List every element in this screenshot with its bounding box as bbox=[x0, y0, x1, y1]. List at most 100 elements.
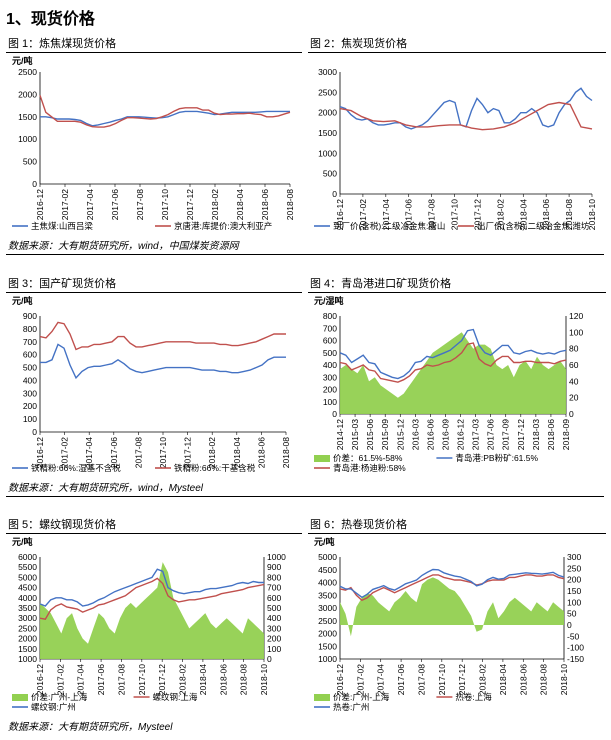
y-tick-label: 0 bbox=[32, 427, 37, 437]
series-line-1 bbox=[39, 577, 265, 620]
x-tick-label: 2017-06 bbox=[96, 664, 106, 695]
x-tick-label: 2018-02 bbox=[210, 189, 220, 220]
y2-tick-label: 0 bbox=[567, 620, 572, 630]
x-tick-label: 2017-08 bbox=[116, 664, 126, 695]
x-tick-label: 2015-09 bbox=[380, 419, 390, 450]
x-tick-label: 2017-12 bbox=[183, 437, 193, 468]
series-line-0 bbox=[40, 343, 286, 380]
x-tick-label: 2017-06 bbox=[404, 199, 414, 230]
x-tick-label: 2017-02 bbox=[55, 664, 65, 695]
x-tick-label: 2018-06 bbox=[218, 664, 228, 695]
chart-qingdao-ore: 元/湿吨 0 100 200 300 400 500 600 700 800 0 20 40 60 80 10… bbox=[314, 295, 583, 473]
x-tick-label: 2017-06 bbox=[396, 664, 406, 695]
y-tick-label: 2500 bbox=[318, 616, 337, 626]
y-tick-label: 2500 bbox=[18, 67, 37, 77]
chart-rebar: 元/吨1000150020002500300035004000450050005… bbox=[12, 536, 286, 712]
x-tick-label: 2018-08 bbox=[539, 664, 549, 695]
unit-label: 元/吨 bbox=[12, 295, 33, 306]
x-tick-label: 2017-04 bbox=[85, 189, 95, 220]
x-tick-label: 2017-08 bbox=[133, 437, 143, 468]
x-tick-label: 2016-12 bbox=[335, 199, 345, 230]
y2-tick-label: 500 bbox=[267, 603, 281, 613]
x-tick-label: 2016-12 bbox=[35, 664, 45, 695]
y-tick-label: 500 bbox=[23, 363, 37, 373]
series-area-0 bbox=[340, 332, 566, 414]
y-tick-label: 1500 bbox=[318, 641, 337, 651]
x-tick-label: 2018-02 bbox=[207, 437, 217, 468]
y-tick-label: 700 bbox=[23, 337, 37, 347]
series-line-2 bbox=[339, 568, 565, 599]
x-tick-label: 2018-04 bbox=[498, 664, 508, 695]
legend-label: 青岛港:PB粉矿:61.5% bbox=[455, 453, 538, 463]
y-tick-label: 400 bbox=[23, 375, 37, 385]
y-tick-label: 2000 bbox=[318, 629, 337, 639]
x-tick-label: 2016-12 bbox=[35, 437, 45, 468]
data-source-3: 数据来源：大有期货研究所，Mysteel bbox=[8, 722, 173, 733]
y2-tick-label: 120 bbox=[569, 311, 583, 321]
x-tick-label: 2017-03 bbox=[471, 419, 481, 450]
x-tick-label: 2017-06 bbox=[109, 437, 119, 468]
y2-tick-label: 100 bbox=[567, 597, 581, 607]
x-tick-label: 2017-02 bbox=[355, 664, 365, 695]
x-tick-label: 2017-06 bbox=[486, 419, 496, 450]
y-tick-label: 5000 bbox=[318, 552, 337, 562]
series-line-0 bbox=[339, 87, 593, 130]
y-tick-label: 1000 bbox=[318, 654, 337, 664]
y-tick-label: 4000 bbox=[18, 593, 37, 603]
panel-title: 图 2：焦炭现货价格 bbox=[308, 37, 606, 53]
y-tick-label: 1500 bbox=[18, 112, 37, 122]
chart-hot-coil: 元/吨100015002000250030003500400045005000-… bbox=[314, 536, 584, 712]
x-tick-label: 2016-06 bbox=[425, 419, 435, 450]
x-tick-label: 2018-04 bbox=[235, 189, 245, 220]
panel-coke: 图 2：焦炭现货价格 0 500 1000 1500 2000 2500 3000 2016-… bbox=[308, 37, 606, 235]
y2-tick-label: 60 bbox=[569, 360, 579, 370]
panel-title: 图 5：螺纹钢现货价格 bbox=[6, 518, 302, 534]
y-tick-label: 3500 bbox=[318, 590, 337, 600]
legend-label: 价差:广州-上海 bbox=[333, 692, 390, 702]
y-tick-label: 3500 bbox=[18, 603, 37, 613]
y-tick-label: 0 bbox=[332, 189, 337, 199]
y-tick-label: 3000 bbox=[318, 67, 337, 77]
y-tick-label: 300 bbox=[323, 372, 337, 382]
y2-tick-label: 20 bbox=[569, 393, 579, 403]
x-tick-label: 2017-02 bbox=[60, 437, 70, 468]
divider bbox=[6, 254, 604, 255]
legend-label: 主焦煤:山西吕梁 bbox=[31, 221, 93, 231]
panel-domestic-ore: 图 3：国产矿现货价格 元/吨 0 100 200 300 400 500 600 700 800… bbox=[6, 277, 302, 477]
unit-label: 元/吨 bbox=[314, 536, 335, 547]
legend-swatch bbox=[314, 694, 330, 701]
y2-tick-label: 0 bbox=[569, 409, 574, 419]
x-tick-label: 2015-03 bbox=[350, 419, 360, 450]
legend-label: 热卷:广州 bbox=[333, 702, 369, 712]
x-tick-label: 2016-03 bbox=[410, 419, 420, 450]
series-line-0 bbox=[40, 110, 290, 127]
y2-tick-label: 300 bbox=[267, 623, 281, 633]
x-tick-label: 2017-02 bbox=[60, 189, 70, 220]
data-source-1: 数据来源：大有期货研究所，wind，中国煤炭资源网 bbox=[8, 241, 239, 252]
y-tick-label: 400 bbox=[323, 360, 337, 370]
series-line-1 bbox=[339, 101, 593, 131]
y2-tick-label: 1000 bbox=[267, 552, 286, 562]
panel-rebar: 图 5：螺纹钢现货价格 元/吨 1000 1500 2000 2500 3000 3500 4… bbox=[6, 518, 302, 716]
y2-tick-label: 0 bbox=[267, 654, 272, 664]
panel-qingdao-ore: 图 4：青岛港进口矿现货价格 元/湿吨 0 100 200 300 400 500 600 70… bbox=[308, 277, 606, 477]
series-area-0 bbox=[40, 562, 264, 659]
divider bbox=[6, 496, 604, 497]
unit-label: 元/吨 bbox=[12, 55, 33, 66]
y2-tick-label: -150 bbox=[567, 654, 584, 664]
legend-label: 螺纹钢:广州 bbox=[31, 702, 76, 712]
y-tick-label: 4500 bbox=[318, 565, 337, 575]
x-tick-label: 2017-04 bbox=[84, 437, 94, 468]
legend-swatch bbox=[314, 455, 330, 462]
series-line-1 bbox=[39, 321, 286, 351]
y-tick-label: 600 bbox=[323, 336, 337, 346]
x-tick-label: 2017-12 bbox=[157, 664, 167, 695]
x-tick-label: 2017-08 bbox=[416, 664, 426, 695]
x-tick-label: 2016-12 bbox=[335, 664, 345, 695]
x-tick-label: 2018-08 bbox=[564, 199, 574, 230]
y-tick-label: 3000 bbox=[318, 603, 337, 613]
x-tick-label: 2017-10 bbox=[450, 199, 460, 230]
y-tick-label: 500 bbox=[23, 157, 37, 167]
y2-tick-label: -50 bbox=[567, 631, 580, 641]
x-tick-label: 2018-10 bbox=[587, 199, 597, 230]
